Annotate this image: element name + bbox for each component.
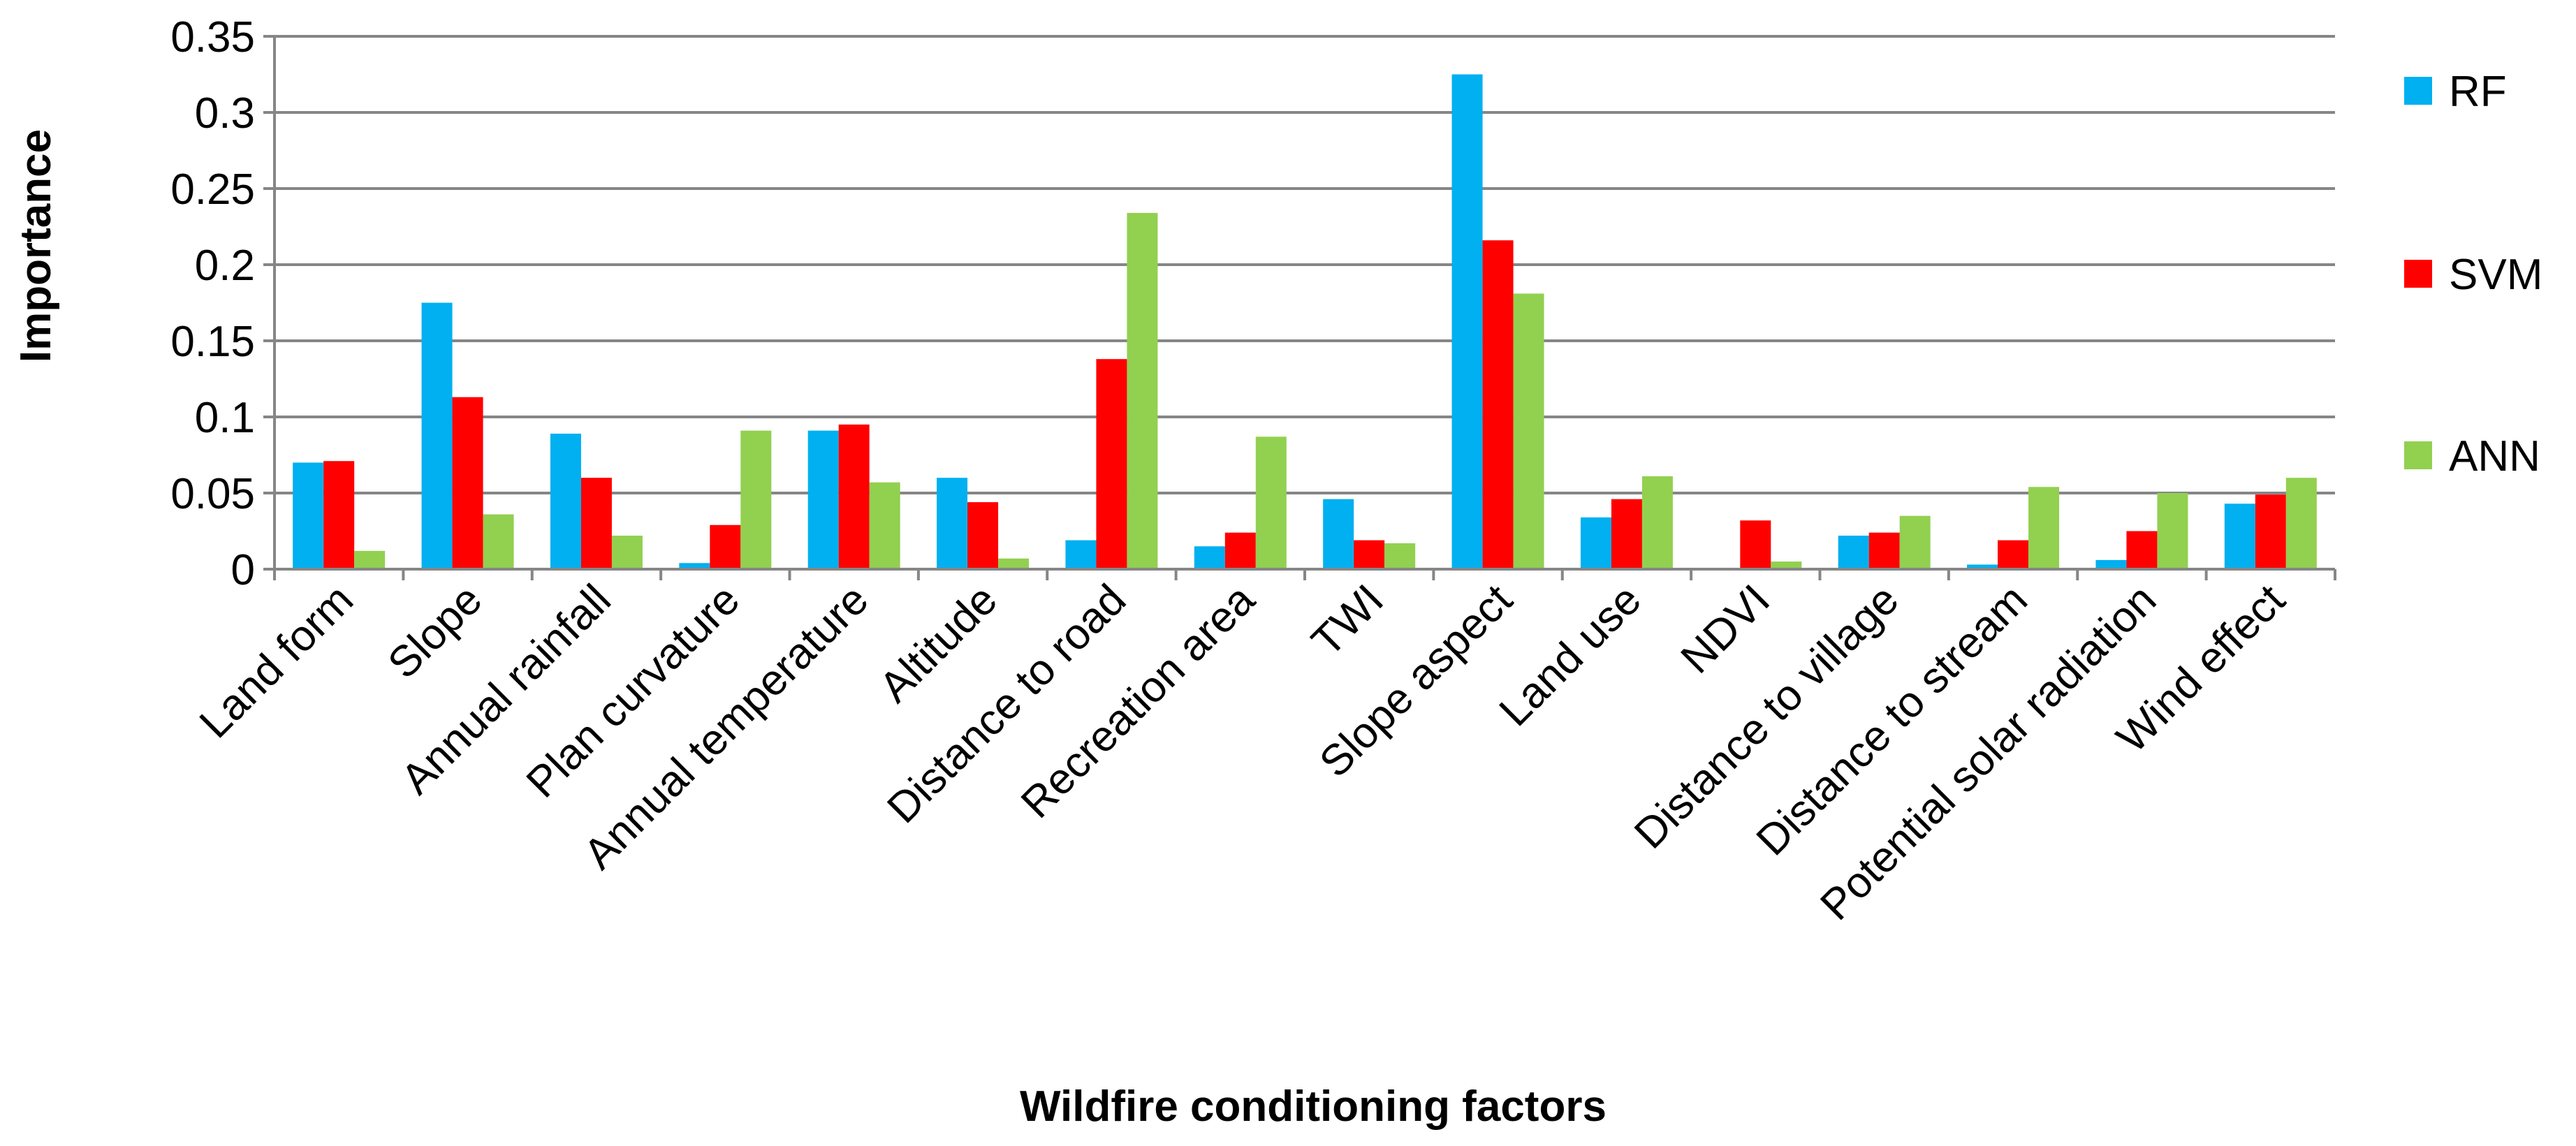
axes <box>263 35 2336 580</box>
bar-svm <box>2126 531 2158 569</box>
legend-label-rf: RF <box>2449 68 2507 116</box>
bar-rf <box>937 478 968 569</box>
bar-rf <box>1967 564 1998 569</box>
x-category-label: Slope <box>379 575 492 688</box>
legend-label-svm: SVM <box>2449 251 2542 299</box>
bar-ann <box>1899 515 1931 569</box>
y-tick-label: 0.3 <box>195 89 255 138</box>
bar-rf <box>1838 536 1869 569</box>
gridlines <box>275 35 2335 494</box>
x-category-label: Land use <box>1491 575 1651 735</box>
bars <box>293 74 2317 569</box>
legend-swatch-svm <box>2404 260 2432 288</box>
bar-svm <box>1224 532 1256 569</box>
bar-rf <box>550 433 581 569</box>
bar-ann <box>1255 436 1287 569</box>
bar-svm <box>580 478 612 569</box>
bar-svm <box>2255 494 2286 569</box>
bar-rf <box>2095 559 2127 569</box>
bar-svm <box>452 397 483 569</box>
legend-swatch-ann <box>2404 441 2432 469</box>
y-tick-label: 0.2 <box>195 242 255 290</box>
bar-svm <box>1998 540 2029 569</box>
bar-rf <box>1194 546 1225 569</box>
x-category-label: Recreation area <box>1012 575 1264 828</box>
bar-rf <box>421 302 453 569</box>
bar-rf <box>1065 540 1097 569</box>
bar-svm <box>1096 359 1127 569</box>
bar-svm <box>1740 520 1771 569</box>
x-category-label: Land form <box>191 575 363 747</box>
y-tick-label: 0.05 <box>170 470 255 518</box>
bar-ann <box>611 536 643 569</box>
x-category-label: NDVI <box>1672 575 1780 683</box>
bar-ann <box>483 514 514 569</box>
bar-ann <box>1771 561 1802 569</box>
y-tick-label: 0.1 <box>195 394 255 442</box>
bar-svm <box>1482 240 1514 569</box>
bar-rf <box>1451 74 1483 569</box>
bar-rf <box>1323 499 1354 569</box>
bar-ann <box>869 482 900 569</box>
bar-ann <box>998 558 1030 569</box>
y-tick-label: 0.25 <box>170 166 255 214</box>
bar-ann <box>354 550 386 569</box>
legend-label-ann: ANN <box>2449 432 2540 480</box>
bar-svm <box>967 502 999 569</box>
bar-svm <box>710 524 741 569</box>
y-axis-title: Importance <box>12 129 60 362</box>
bar-rf <box>1580 517 1611 569</box>
bar-ann <box>2157 493 2188 569</box>
bar-svm <box>838 424 870 569</box>
y-tick-label: 0.15 <box>170 318 255 366</box>
bar-ann <box>1384 543 1416 569</box>
bar-ann <box>740 430 772 569</box>
bar-ann <box>2285 478 2317 569</box>
bar-rf <box>293 462 324 569</box>
bar-svm <box>1354 540 1385 569</box>
legend-swatch-rf <box>2404 77 2432 105</box>
x-category-label: Distance to road <box>878 575 1135 832</box>
y-tick-labels: 0 0.05 0.1 0.15 0.2 0.25 0.3 0.35 <box>170 13 255 594</box>
legend: RF SVM ANN <box>2404 68 2542 480</box>
x-axis-title: Wildfire conditioning factors <box>1020 1082 1607 1131</box>
bar-svm <box>1611 499 1642 569</box>
bar-rf <box>2224 504 2255 569</box>
y-tick-label: 0.35 <box>170 13 255 61</box>
bar-svm <box>1868 532 1900 569</box>
bar-ann <box>1641 476 1673 569</box>
y-tick-label: 0 <box>231 546 255 594</box>
bar-rf <box>679 563 710 569</box>
bar-ann <box>1513 293 1544 569</box>
x-category-label: TWI <box>1303 575 1393 666</box>
bar-ann <box>2028 487 2060 569</box>
bar-ann <box>1127 212 1158 569</box>
bar-rf <box>807 430 839 569</box>
bar-svm <box>323 461 355 569</box>
